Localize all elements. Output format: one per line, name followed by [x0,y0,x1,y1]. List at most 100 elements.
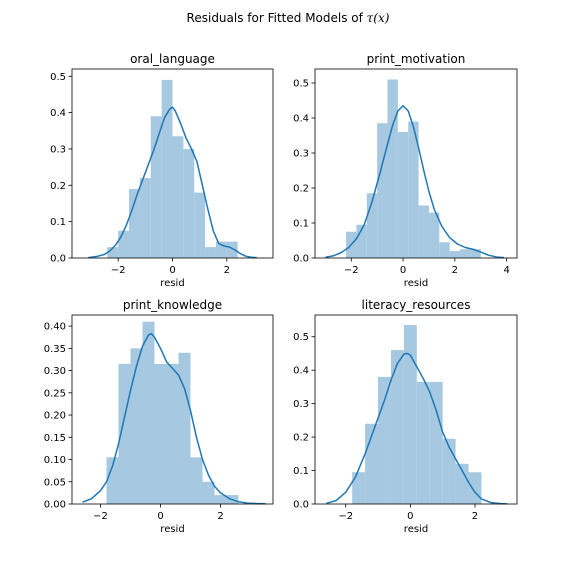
histogram-bar [416,381,430,504]
y-tick-label: 0.4 [50,108,66,119]
histogram-bar [139,178,151,258]
subplot-print-motivation: −2 0 2 4 0.0 0.1 0.2 0.3 0.4 0.5 print_motivationr… [293,52,518,289]
kde-curve [88,106,257,259]
histogram-bar [429,381,443,504]
histogram-bar [352,472,366,504]
x-tick-label: 0 [169,265,175,276]
histogram-bar [356,224,367,258]
histogram-bar [215,241,227,258]
histogram-bar [366,193,378,258]
histogram-bar [150,116,162,258]
x-axis-label: resid [160,524,184,535]
axes-frame [314,68,518,259]
y-tick-label: 0.4 [293,114,309,125]
y-tick-label: 0.0 [293,500,309,511]
histogram-bar [190,457,203,504]
x-tick-label: −2 [338,511,353,522]
kde-curve [82,332,266,505]
y-tick-label: 0.40 [44,322,66,333]
subplot-title: oral_language [130,52,215,66]
histogram-bar [161,79,173,259]
histogram-bar [166,363,179,504]
x-tick-label: 2 [217,511,223,522]
histogram-bar [387,79,398,258]
histogram-bar [178,352,191,504]
x-tick-label: 0 [400,265,406,276]
x-axis-label: resid [404,278,428,289]
histogram-bar [468,472,482,504]
histogram-bar [428,212,440,258]
histogram-bar [106,457,119,504]
histogram-bar [403,325,417,504]
y-tick-label: 0.5 [293,332,309,343]
histogram-bar [439,242,450,258]
histogram-bar [130,348,143,504]
histogram-bar [460,249,471,258]
x-tick-label: 4 [503,265,509,276]
y-tick-label: 0.3 [50,144,66,155]
figure-title-text: Residuals for Fitted Models of [186,11,367,25]
axes-frame [71,314,274,505]
y-tick-label: 0.2 [293,433,309,444]
y-tick-label: 0.2 [50,181,66,192]
y-tick-label: 0.10 [44,455,66,466]
y-tick-label: 0.0 [293,254,309,265]
subplot-title: literacy_resources [362,298,471,312]
y-tick-label: 0.1 [293,219,309,230]
x-tick-label: 2 [224,265,230,276]
axes-frame [314,314,518,505]
y-tick-label: 0.30 [44,366,66,377]
y-tick-label: 0.5 [50,72,66,83]
figure-title: Residuals for Fitted Models of τ(x) [0,11,576,25]
x-tick-label: 0 [407,511,413,522]
histogram-bar [205,247,216,258]
y-tick-label: 0.25 [44,388,66,399]
x-tick-label: −2 [344,265,359,276]
histogram-bar [118,363,131,504]
y-tick-label: 0.35 [44,344,66,355]
x-tick-label: −2 [93,511,108,522]
y-tick-label: 0.3 [293,399,309,410]
y-tick-label: 0.4 [293,366,309,377]
subplot-print-knowledge: −2 0 2 0.00 0.05 0.10 0.15 0.20 0.25 0.30 0.35 0.40… [44,298,274,535]
histogram-bar [118,230,130,258]
y-tick-label: 0.05 [44,477,66,488]
histogram-bar [142,321,155,504]
histogram-bar [377,123,388,258]
histogram-bar [194,192,206,258]
histogram-bar [408,121,419,258]
histogram-bar [129,188,140,258]
histogram-bar [418,205,429,258]
y-tick-label: 0.15 [44,433,66,444]
kde-curve [326,352,508,505]
y-tick-label: 0.20 [44,411,66,422]
histogram-bar [214,495,227,504]
histogram-bar [172,136,184,258]
y-tick-label: 0.1 [293,466,309,477]
subplot-literacy-resources: −2 0 2 0.0 0.1 0.2 0.3 0.4 0.5 literacy_resources… [293,298,518,535]
x-tick-label: 2 [472,511,478,522]
subplot-title: print_motivation [367,52,466,66]
histogram-bar [397,132,409,258]
x-axis-label: resid [404,524,428,535]
histogram-bar [455,463,469,504]
x-axis-label: resid [160,278,184,289]
y-tick-label: 0.0 [50,254,66,265]
histogram-bar [449,251,461,258]
histogram-bar [107,247,119,258]
histogram-bar [183,148,195,258]
histogram-bar [226,241,238,258]
y-tick-label: 0.5 [293,79,309,90]
subplot-title: print_knowledge [123,298,222,312]
histogram-bar [202,481,215,504]
kde-curve [325,105,505,259]
y-tick-label: 0.3 [293,149,309,160]
y-tick-label: 0.00 [44,500,66,511]
y-tick-label: 0.1 [50,217,66,228]
histogram-bar [390,350,404,504]
histogram-bar [378,376,391,504]
histogram-bar [154,363,167,504]
histogram-bar [470,249,481,258]
